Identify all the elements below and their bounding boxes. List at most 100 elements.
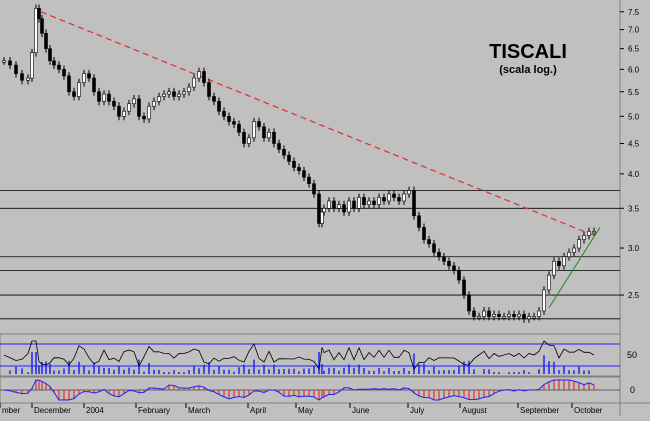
price-bar-body bbox=[552, 260, 556, 276]
price-bar-body bbox=[217, 101, 221, 112]
price-bar-body bbox=[67, 75, 71, 93]
price-bar-body bbox=[377, 197, 381, 205]
price-bar-body bbox=[432, 243, 436, 253]
price-bar-body bbox=[272, 131, 276, 144]
price-bar-body bbox=[467, 294, 471, 312]
x-axis-label: December bbox=[34, 406, 71, 415]
price-bar-body bbox=[72, 91, 76, 97]
price-bar-body bbox=[422, 227, 426, 240]
price-bar-body bbox=[582, 235, 586, 240]
macd-tick-label: 0 bbox=[630, 385, 635, 395]
price-bar-body bbox=[14, 64, 18, 74]
price-bar-body bbox=[542, 289, 546, 312]
price-bar-body bbox=[97, 91, 101, 102]
price-bar-body bbox=[347, 200, 351, 213]
price-bar-body bbox=[302, 170, 306, 178]
price-bar-body bbox=[92, 77, 96, 93]
price-bar-body bbox=[202, 71, 206, 83]
price-bar-body bbox=[507, 314, 511, 317]
price-bar-body bbox=[512, 314, 516, 317]
price-bar-body bbox=[137, 98, 141, 117]
price-bar-body bbox=[167, 91, 171, 95]
price-bar-body bbox=[232, 121, 236, 125]
price-bar-body bbox=[372, 200, 376, 205]
x-axis-label: mber bbox=[2, 406, 21, 415]
price-bar-body bbox=[362, 197, 366, 205]
price-bar-body bbox=[457, 270, 461, 281]
price-bar-body bbox=[292, 160, 296, 168]
price-bar-body bbox=[402, 193, 406, 202]
x-axis-label: February bbox=[138, 406, 170, 415]
x-axis-label: September bbox=[520, 406, 559, 415]
price-bar-body bbox=[227, 116, 231, 122]
price-bar-body bbox=[117, 105, 121, 117]
x-axis-label: June bbox=[352, 406, 370, 415]
price-bar-body bbox=[207, 82, 211, 97]
price-bar-body bbox=[287, 154, 291, 162]
price-bar-body bbox=[392, 193, 396, 198]
price-bar-body bbox=[247, 137, 251, 144]
price-bar-body bbox=[487, 310, 491, 317]
x-axis-labels: mber December 2004 February March April May Jun… bbox=[0, 403, 603, 415]
price-bar-body bbox=[237, 123, 241, 133]
price-bar-body bbox=[562, 256, 566, 267]
price-bar-body bbox=[30, 52, 34, 79]
price-bar-body bbox=[48, 48, 52, 62]
price-bar-body bbox=[52, 60, 56, 66]
price-bar-body bbox=[522, 314, 526, 320]
price-bar-body bbox=[442, 256, 446, 262]
oscillator-series bbox=[0, 340, 620, 374]
price-bar-body bbox=[357, 197, 361, 209]
x-axis-label: August bbox=[462, 406, 488, 415]
price-bar-body bbox=[557, 260, 561, 267]
price-bar-body bbox=[2, 60, 6, 63]
price-bar-body bbox=[182, 91, 186, 95]
y-tick-label: 3.5 bbox=[628, 204, 640, 213]
y-axis-ticks: 2.5 3.0 3.5 4.0 4.5 5.0 5.5 6.0 6.5 7.0 7.5 bbox=[620, 8, 640, 300]
price-panel-background bbox=[0, 0, 620, 332]
price-bar-body bbox=[107, 93, 111, 102]
price-bar-body bbox=[532, 316, 536, 319]
price-bar-body bbox=[322, 207, 326, 213]
price-bar-body bbox=[177, 93, 181, 97]
price-bar-body bbox=[172, 91, 176, 97]
oscillator-tick-label: 50 bbox=[627, 350, 637, 360]
price-bar-body bbox=[472, 310, 476, 317]
x-axis-label: March bbox=[188, 406, 210, 415]
price-bar-body bbox=[537, 310, 541, 317]
price-bar-body bbox=[397, 197, 401, 202]
y-tick-label: 7.0 bbox=[628, 26, 640, 35]
price-bar-body bbox=[427, 239, 431, 245]
price-bar-body bbox=[282, 148, 286, 156]
y-tick-label: 7.5 bbox=[628, 8, 640, 17]
price-bar-body bbox=[122, 110, 126, 117]
price-bar-body bbox=[407, 190, 411, 195]
price-bar-body bbox=[82, 73, 86, 83]
x-axis-label: July bbox=[410, 406, 424, 415]
price-bar-body bbox=[277, 143, 281, 150]
price-bar-body bbox=[157, 96, 161, 102]
price-bar-body bbox=[452, 265, 456, 271]
chart-subtitle: (scala log.) bbox=[499, 64, 557, 76]
macd-series bbox=[0, 379, 620, 401]
price-bar-body bbox=[242, 131, 246, 144]
price-bar-body bbox=[62, 69, 66, 77]
price-bar-body bbox=[492, 314, 496, 317]
price-bar-body bbox=[26, 77, 30, 81]
price-bar-body bbox=[297, 167, 301, 171]
price-bar-body bbox=[337, 204, 341, 209]
price-bar-body bbox=[112, 101, 116, 107]
price-bar-body bbox=[482, 310, 486, 317]
price-bar-body bbox=[567, 252, 571, 258]
price-bar-body bbox=[197, 71, 201, 79]
price-bar-body bbox=[102, 93, 106, 102]
oscillator-line bbox=[3, 340, 595, 371]
price-bar-body bbox=[502, 316, 506, 319]
y-tick-label: 6.5 bbox=[628, 45, 640, 54]
price-bar-body bbox=[447, 260, 451, 267]
y-tick-label: 3.0 bbox=[628, 244, 640, 253]
price-bar-body bbox=[437, 252, 441, 258]
price-bar-body bbox=[142, 116, 146, 120]
price-bar-body bbox=[547, 274, 551, 291]
